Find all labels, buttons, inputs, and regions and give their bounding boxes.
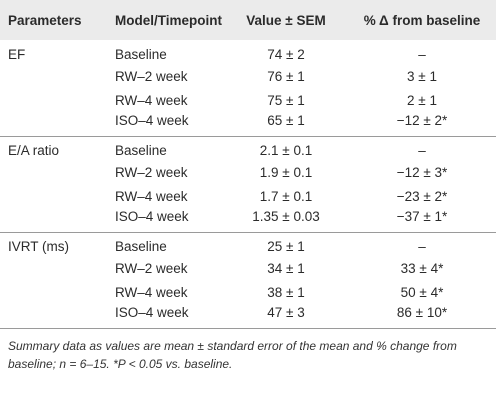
header-row: Parameters Model/Timepoint Value ± SEM %… [0, 0, 496, 40]
delta-cell: −12 ± 2* [396, 113, 448, 129]
value-cell: 1.35 ± 0.03 [252, 209, 320, 225]
table-row: RW–4 week 75 ± 1 2 ± 1 [0, 88, 496, 112]
header-parameters: Parameters [8, 12, 82, 28]
table-header: Parameters Model/Timepoint Value ± SEM %… [0, 0, 496, 40]
delta-cell: – [418, 47, 426, 62]
model-cell: RW–2 week [115, 68, 188, 84]
value-cell: 76 ± 1 [267, 68, 305, 84]
value-cell: 34 ± 1 [267, 260, 305, 276]
delta-cell: −12 ± 3* [396, 164, 448, 180]
model-cell: RW–4 week [115, 188, 188, 204]
parameter-label-empty [0, 88, 107, 112]
parameter-label: EF [8, 47, 26, 62]
value-cell: 2.1 ± 0.1 [224, 135, 348, 160]
header-value-sem: Value ± SEM [246, 12, 326, 28]
parameter-label-empty [0, 208, 107, 232]
value-cell: 75 ± 1 [267, 92, 305, 108]
group-ivrt: IVRT (ms) Baseline 25 ± 1 – RW–2 week 34… [0, 231, 496, 329]
parameter-label-empty [0, 184, 107, 208]
model-cell: RW–2 week [115, 164, 188, 180]
value-cell: 47 ± 3 [224, 304, 348, 329]
model-cell: RW–2 week [115, 260, 188, 276]
table-row: EF Baseline 74 ± 2 – [0, 40, 496, 64]
model-cell: Baseline [115, 47, 167, 62]
model-cell: RW–4 week [115, 284, 188, 300]
model-cell: Baseline [107, 135, 224, 160]
table-row: RW–4 week 38 ± 1 50 ± 4* [0, 280, 496, 304]
table-row: RW–2 week 76 ± 1 3 ± 1 [0, 64, 496, 88]
results-table-container: Parameters Model/Timepoint Value ± SEM %… [0, 0, 496, 373]
footnote-line-1: Summary data as values are mean ± standa… [8, 338, 457, 353]
parameter-label-empty [0, 64, 107, 88]
results-table: Parameters Model/Timepoint Value ± SEM %… [0, 0, 496, 329]
group-ef: EF Baseline 74 ± 2 – RW–2 week 76 ± 1 3 … [0, 40, 496, 136]
table-row: ISO–4 week 1.35 ± 0.03 −37 ± 1* [0, 208, 496, 232]
model-cell: ISO–4 week [115, 209, 189, 225]
model-cell: ISO–4 week [107, 304, 224, 329]
model-cell: RW–4 week [115, 92, 188, 108]
delta-cell: 86 ± 10* [348, 304, 496, 329]
table-row: E/A ratio Baseline 2.1 ± 0.1 – [0, 135, 496, 160]
value-cell: 25 ± 1 [224, 231, 348, 256]
table-row: ISO–4 week 47 ± 3 86 ± 10* [0, 304, 496, 329]
delta-cell: −37 ± 1* [396, 209, 448, 225]
delta-cell: 3 ± 1 [407, 68, 437, 84]
parameter-label-empty [0, 304, 107, 329]
parameter-label: E/A ratio [0, 135, 107, 160]
table-row: IVRT (ms) Baseline 25 ± 1 – [0, 231, 496, 256]
table-row: RW–2 week 1.9 ± 0.1 −12 ± 3* [0, 160, 496, 184]
delta-cell: – [348, 135, 496, 160]
value-cell: 74 ± 2 [267, 47, 305, 62]
value-cell: 1.9 ± 0.1 [259, 164, 313, 180]
table-row: RW–2 week 34 ± 1 33 ± 4* [0, 256, 496, 280]
parameter-label-empty [0, 256, 107, 280]
delta-cell: 50 ± 4* [400, 284, 444, 300]
delta-cell: −23 ± 2* [396, 188, 448, 204]
parameter-label-empty [0, 160, 107, 184]
header-model-timepoint: Model/Timepoint [115, 12, 222, 28]
value-cell: 1.7 ± 0.1 [259, 188, 313, 204]
delta-cell: – [348, 231, 496, 256]
model-cell: Baseline [107, 231, 224, 256]
table-footnote: Summary data as values are mean ± standa… [0, 329, 496, 373]
value-cell: 65 ± 1 [267, 113, 305, 129]
delta-cell: 33 ± 4* [400, 260, 444, 276]
parameter-label-empty [0, 280, 107, 304]
group-ea-ratio: E/A ratio Baseline 2.1 ± 0.1 – RW–2 week… [0, 135, 496, 232]
footnote-line-2: baseline; n = 6–15. *P < 0.05 vs. baseli… [8, 356, 233, 371]
header-percent-change: % Δ from baseline [363, 12, 481, 28]
value-cell: 38 ± 1 [267, 284, 305, 300]
parameter-label: IVRT (ms) [0, 231, 107, 256]
delta-cell: 2 ± 1 [407, 92, 437, 108]
table-row: ISO–4 week 65 ± 1 −12 ± 2* [0, 112, 496, 136]
parameter-label-empty [0, 112, 107, 136]
table-row: RW–4 week 1.7 ± 0.1 −23 ± 2* [0, 184, 496, 208]
model-cell: ISO–4 week [115, 113, 189, 129]
